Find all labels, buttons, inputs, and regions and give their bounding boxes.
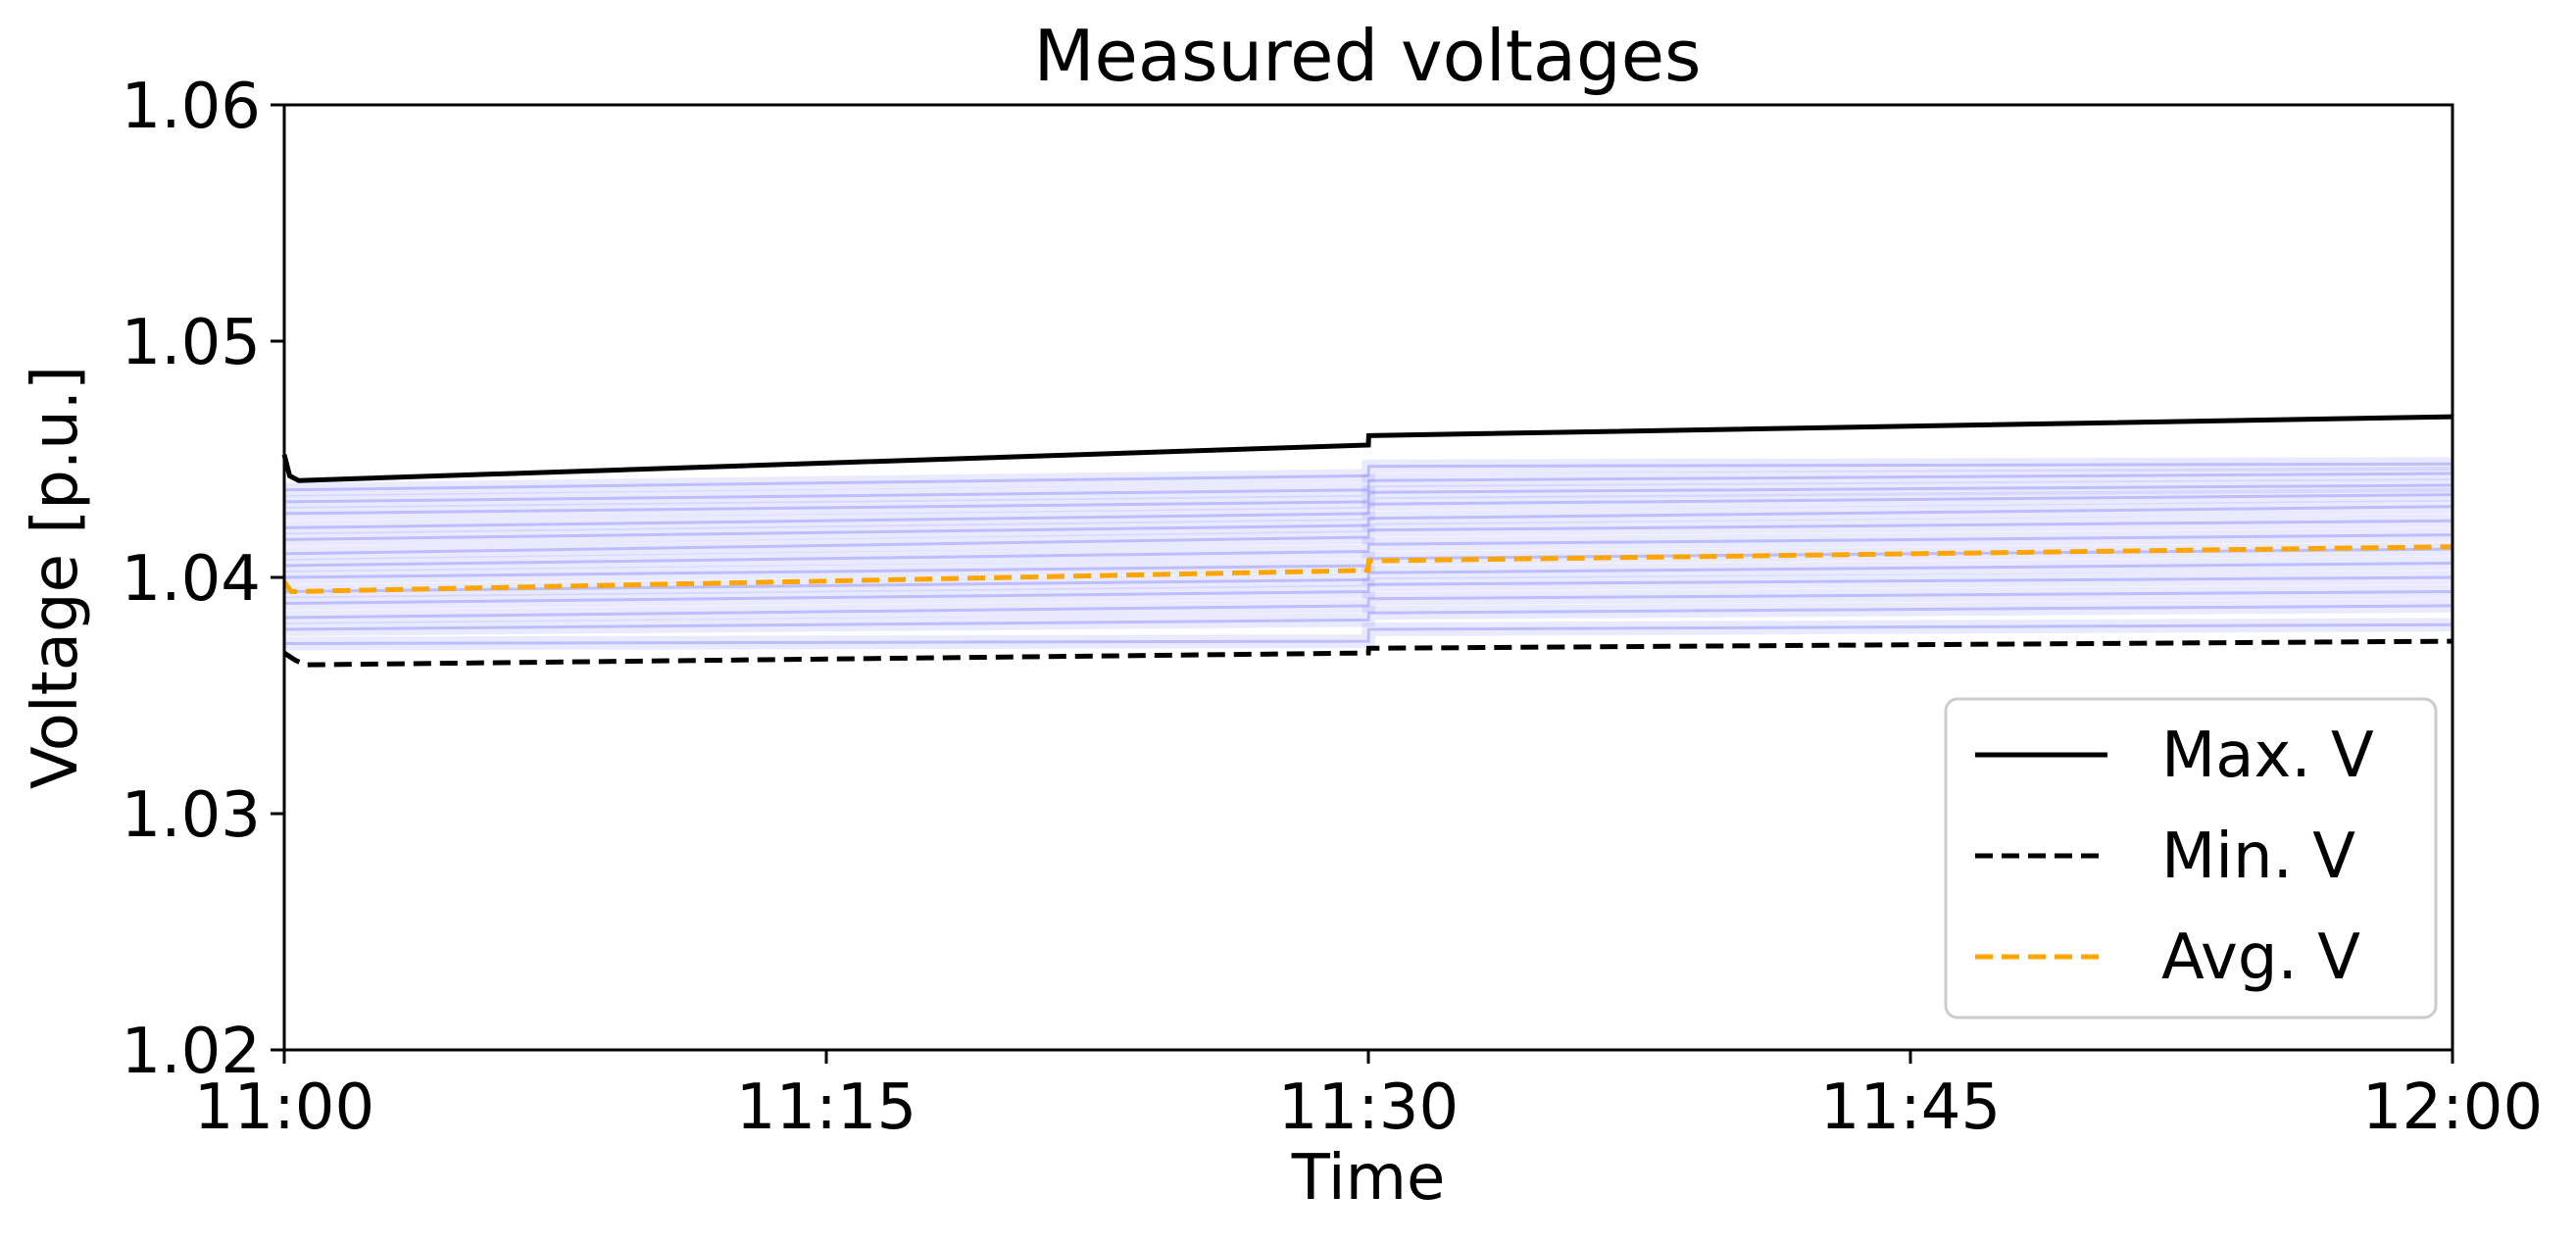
y-tick-label: 1.05 bbox=[122, 307, 262, 379]
y-tick-label: 1.03 bbox=[122, 779, 262, 852]
node-voltage-trace-core bbox=[283, 575, 2453, 605]
legend-label-max-v: Max. V bbox=[2161, 720, 2374, 792]
node-voltage-trace-core bbox=[283, 505, 2453, 541]
node-voltage-trace-core bbox=[283, 483, 2453, 516]
x-tick-label: 11:15 bbox=[736, 1071, 916, 1144]
node-voltage-trace bbox=[283, 571, 2453, 611]
node-voltage-trace-core bbox=[283, 590, 2453, 620]
y-axis-ticks: 1.02 1.03 1.04 1.05 1.06 bbox=[122, 71, 284, 1088]
x-tick-label: 11:30 bbox=[1278, 1071, 1459, 1144]
x-axis-ticks: 11:00 11:15 11:30 11:45 12:00 bbox=[194, 1050, 2543, 1144]
series-line-max-v bbox=[281, 414, 2453, 483]
node-voltage-trace bbox=[283, 487, 2453, 535]
node-voltage-trace bbox=[283, 499, 2453, 547]
x-tick-label: 11:00 bbox=[194, 1071, 374, 1144]
node-voltage-trace bbox=[283, 478, 2453, 521]
node-voltage-trace bbox=[283, 467, 2453, 509]
legend: Max. V Min. V Avg. V bbox=[1944, 697, 2438, 1020]
x-tick-label: 11:45 bbox=[1820, 1071, 2001, 1144]
node-voltage-trace-core bbox=[283, 493, 2453, 529]
series-line-avg-v bbox=[282, 544, 2453, 595]
x-axis-label: Time bbox=[1291, 1142, 1446, 1215]
node-voltage-trace-core bbox=[283, 533, 2453, 568]
node-voltage-trace bbox=[283, 457, 2453, 497]
node-voltage-trace bbox=[283, 514, 2453, 561]
node-voltage-traces bbox=[283, 457, 2453, 651]
y-tick-label: 1.06 bbox=[122, 71, 262, 143]
node-voltage-trace-core bbox=[283, 472, 2453, 504]
node-voltage-trace-core bbox=[283, 622, 2453, 645]
node-voltage-trace bbox=[283, 527, 2453, 572]
series-lines bbox=[281, 414, 2453, 668]
legend-label-min-v: Min. V bbox=[2161, 821, 2355, 893]
y-axis-label: Voltage [p.u.] bbox=[20, 366, 92, 789]
x-tick-label: 12:00 bbox=[2362, 1071, 2543, 1144]
y-tick-label: 1.04 bbox=[122, 543, 262, 616]
series-line-min-v bbox=[282, 638, 2453, 668]
node-voltage-trace bbox=[283, 556, 2453, 599]
legend-box bbox=[1944, 697, 2438, 1020]
node-voltage-trace bbox=[283, 598, 2453, 636]
node-voltage-trace-core bbox=[283, 562, 2453, 593]
legend-label-avg-v: Avg. V bbox=[2161, 921, 2360, 994]
node-voltage-trace-core bbox=[283, 604, 2453, 631]
node-voltage-trace bbox=[283, 618, 2453, 651]
node-voltage-trace-core bbox=[283, 519, 2453, 556]
y-tick-label: 1.02 bbox=[122, 1016, 262, 1088]
node-voltage-trace bbox=[283, 584, 2453, 624]
node-voltage-trace-core bbox=[283, 462, 2453, 492]
chart-title: Measured voltages bbox=[1033, 15, 1701, 97]
